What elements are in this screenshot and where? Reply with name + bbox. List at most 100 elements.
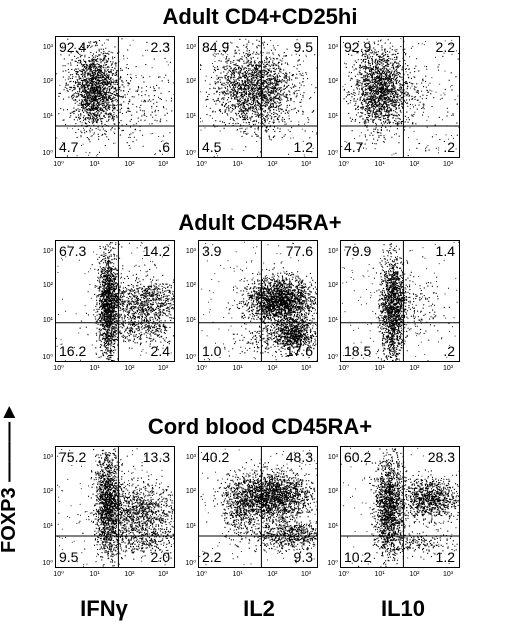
row-title-3: Cord blood CD45RA+: [147, 414, 373, 439]
event-dots: [56, 38, 174, 157]
y-tick-label: 10²: [42, 488, 53, 496]
x-tick-label: 10²: [409, 571, 420, 578]
x-axis-label-ifng: IFNγ: [80, 596, 128, 621]
scatter-dots: [56, 447, 174, 567]
x-tick-label: 10⁰: [53, 571, 64, 578]
x-tick-label: 10²: [124, 161, 135, 168]
y-tick-label: 10¹: [327, 112, 338, 120]
x-tick-label: 10²: [267, 571, 278, 578]
y-tick-label: 10³: [185, 248, 196, 256]
y-tick-label: 10²: [185, 282, 196, 290]
scatter-dots: [341, 37, 459, 157]
quadrant-percent-top-left: 67.3: [59, 243, 87, 259]
event-dots: [199, 38, 317, 157]
quadrant-percent-top-right: 48.3: [285, 449, 313, 465]
y-tick-label: 10⁰: [327, 560, 338, 568]
y-tick-label: 10³: [42, 44, 53, 52]
quadrant-percent-bottom-left: 10.2: [344, 549, 372, 565]
quadrant-percent-top-left: 79.9: [344, 243, 372, 259]
event-dots: [201, 241, 317, 361]
x-tick-label: 10⁰: [196, 161, 207, 168]
quadrant-percent-top-left: 40.2: [202, 449, 230, 465]
scatter-panel-r3-c3: 60.2 28.3 10.2 1.2: [340, 446, 460, 568]
x-tick-label: 10²: [124, 571, 135, 578]
quadrant-percent-bottom-left: 2.2: [202, 549, 222, 565]
y-tick-label: 10³: [327, 44, 338, 52]
y-tick-label: 10²: [42, 78, 53, 86]
x-tick-label: 10¹: [374, 571, 385, 578]
x-tick-label: 10⁰: [196, 571, 207, 578]
y-tick-label: 10¹: [185, 522, 196, 530]
y-tick-label: 10¹: [42, 316, 53, 324]
event-dots: [341, 241, 459, 361]
x-tick-label: 10¹: [89, 161, 100, 168]
quadrant-percent-top-left: 60.2: [344, 449, 372, 465]
quadrant-percent-bottom-right: 17.6: [285, 343, 313, 359]
scatter-panel-r1-c3: 92.9 2.2 4.7 .2: [340, 36, 460, 158]
scatter-dots: [56, 241, 174, 361]
y-tick-label: 10³: [42, 454, 53, 462]
x-tick-label: 10¹: [232, 161, 243, 168]
scatter-panel-r1-c2: 84.9 9.5 4.5 1.2: [198, 36, 318, 158]
x-tick-label: 10³: [300, 161, 312, 168]
y-tick-label: 10⁰: [327, 354, 338, 362]
quadrant-percent-top-right: 1.4: [435, 243, 455, 259]
event-dots: [56, 241, 174, 361]
y-tick-label: 10⁰: [42, 354, 53, 362]
x-axis-label-il2: IL2: [243, 596, 275, 621]
x-tick-label: 10³: [157, 161, 169, 168]
y-tick-label: 10²: [185, 488, 196, 496]
quadrant-percent-top-right: 9.5: [293, 39, 313, 55]
x-tick-label: 10²: [124, 365, 135, 372]
y-tick-label: 10³: [185, 454, 196, 462]
arrow-right-icon: ———►: [0, 402, 20, 482]
quadrant-percent-top-left: 3.9: [202, 243, 222, 259]
y-tick-label: 10⁰: [185, 150, 196, 158]
x-tick-label: 10²: [267, 161, 278, 168]
quadrant-percent-bottom-right: 2.0: [150, 549, 170, 565]
scatter-panel-r2-c1: 67.3 14.2 16.2 2.4: [55, 240, 175, 362]
y-axis-label-text: FOXP3 ———►: [0, 402, 21, 553]
quadrant-percent-top-right: 13.3: [142, 449, 170, 465]
scatter-panel-r2-c3: 79.9 1.4 18.5 .2: [340, 240, 460, 362]
quadrant-percent-top-right: 2.2: [435, 39, 455, 55]
y-tick-label: 10⁰: [42, 560, 53, 568]
quadrant-percent-bottom-left: 1.0: [202, 343, 222, 359]
y-axis-label: FOXP3 ———►: [0, 388, 38, 588]
quadrant-percent-bottom-right: 2.4: [150, 343, 170, 359]
quadrant-percent-top-left: 75.2: [59, 449, 87, 465]
x-tick-label: 10⁰: [53, 365, 64, 372]
y-tick-label: 10²: [42, 282, 53, 290]
x-tick-label: 10²: [409, 365, 420, 372]
scatter-panel-r1-c1: 92.4 2.3 4.7 .6: [55, 36, 175, 158]
x-tick-label: 10⁰: [338, 571, 349, 578]
quadrant-percent-top-right: 14.2: [142, 243, 170, 259]
scatter-dots: [199, 37, 317, 157]
quadrant-percent-bottom-left: 4.7: [59, 139, 79, 155]
quadrant-percent-bottom-right: 1.2: [435, 549, 455, 565]
y-tick-label: 10²: [327, 488, 338, 496]
row-title-1: Adult CD4+CD25hi: [162, 4, 358, 29]
x-axis-label-il10: IL10: [380, 596, 426, 621]
y-tick-label: 10⁰: [185, 560, 196, 568]
event-dots: [341, 447, 459, 567]
x-tick-label: 10¹: [374, 365, 385, 372]
x-tick-label: 10¹: [89, 365, 100, 372]
y-tick-label: 10⁰: [42, 150, 53, 158]
y-axis-label-name: FOXP3: [0, 487, 20, 553]
x-tick-label: 10²: [267, 365, 278, 372]
scatter-dots: [199, 447, 317, 567]
scatter-dots: [341, 241, 459, 361]
quadrant-percent-top-left: 92.4: [59, 39, 87, 55]
event-dots: [57, 448, 174, 567]
x-tick-label: 10³: [300, 571, 312, 578]
y-tick-label: 10⁰: [327, 150, 338, 158]
y-tick-label: 10³: [327, 248, 338, 256]
x-tick-label: 10³: [157, 365, 169, 372]
y-tick-label: 10³: [185, 44, 196, 52]
quadrant-percent-top-left: 92.9: [344, 39, 372, 55]
quadrant-percent-top-right: 2.3: [150, 39, 170, 55]
y-tick-label: 10²: [185, 78, 196, 86]
quadrant-percent-bottom-right: .6: [158, 139, 170, 155]
x-tick-label: 10³: [442, 365, 454, 372]
